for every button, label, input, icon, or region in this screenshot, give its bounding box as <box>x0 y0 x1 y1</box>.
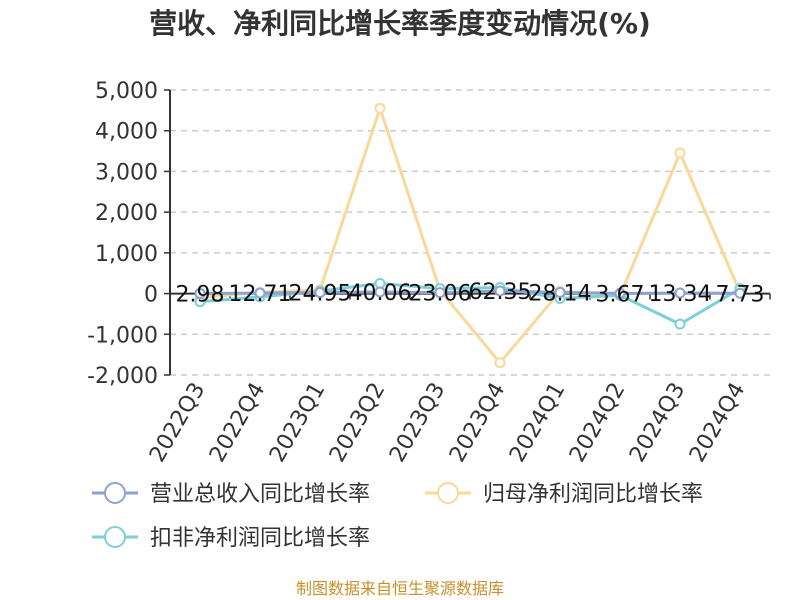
gridlines <box>170 89 770 376</box>
data-point <box>614 287 626 299</box>
y-tick-label: -1,000 <box>87 323 158 348</box>
legend-label: 归母净利润同比增长率 <box>483 482 703 507</box>
data-point <box>554 286 566 298</box>
data-point <box>674 287 686 299</box>
series-lines <box>194 102 746 369</box>
data-point <box>494 285 506 297</box>
legend-label: 营业总收入同比增长率 <box>150 482 370 507</box>
y-tick-label: 2,000 <box>95 201 158 226</box>
y-tick-label: 5,000 <box>95 79 158 104</box>
data-label: 13.34 <box>649 282 712 307</box>
legend-item[interactable]: 营业总收入同比增长率 <box>92 482 370 507</box>
y-tick-label: 4,000 <box>95 120 158 145</box>
x-tick-label: 2022Q4 <box>205 379 270 467</box>
x-tick-label: 2023Q3 <box>385 379 450 467</box>
legend-label: 扣非净利润同比增长率 <box>150 526 370 551</box>
data-label: 28.14 <box>529 281 592 306</box>
series-line <box>199 106 742 365</box>
data-point <box>254 287 266 299</box>
x-tick-label: 2024Q3 <box>625 379 690 467</box>
legend-circle-icon <box>104 526 126 548</box>
legend-item[interactable]: 扣非净利润同比增长率 <box>92 526 370 551</box>
x-tick-label: 2023Q2 <box>325 379 390 467</box>
data-point <box>374 102 386 114</box>
data-label: 2.98 <box>176 282 225 307</box>
data-label: 12.71 <box>229 282 292 307</box>
y-tick-label: 3,000 <box>95 160 158 185</box>
data-point <box>314 287 326 299</box>
data-point <box>734 287 746 299</box>
legend-circle-icon <box>437 482 459 504</box>
legend-item[interactable]: 归母净利润同比增长率 <box>425 482 703 507</box>
data-point <box>674 147 686 159</box>
data-point <box>434 287 446 299</box>
y-tick-label: 0 <box>144 283 158 308</box>
legend-circle-icon <box>104 482 126 504</box>
data-label: 7.73 <box>716 282 765 307</box>
data-label: 24.95 <box>289 282 352 307</box>
y-tick-label: 1,000 <box>95 242 158 267</box>
x-tick-label: 2023Q1 <box>265 379 330 467</box>
data-label: 23.06 <box>409 282 472 307</box>
axes: 5,0004,0003,0002,0001,0000-1,000-2,00020… <box>87 79 771 467</box>
y-tick-label: -2,000 <box>87 364 158 389</box>
x-tick-label: 2024Q1 <box>505 379 570 467</box>
x-tick-label: 2024Q4 <box>685 379 750 467</box>
x-tick-label: 2023Q4 <box>445 379 510 467</box>
data-point <box>374 286 386 298</box>
source-note: 制图数据来自恒生聚源数据库 <box>296 579 504 598</box>
data-label: 62.35 <box>469 280 532 305</box>
data-point <box>194 287 206 299</box>
series-line <box>199 289 741 295</box>
chart-title: 营收、净利同比增长率季度变动情况(%) <box>149 7 651 40</box>
data-label: 3.67 <box>596 282 645 307</box>
x-tick-label: 2022Q3 <box>145 379 210 467</box>
data-point <box>674 318 686 330</box>
x-tick-label: 2024Q2 <box>565 379 630 467</box>
data-label: 40.06 <box>349 281 412 306</box>
data-point <box>494 357 506 369</box>
